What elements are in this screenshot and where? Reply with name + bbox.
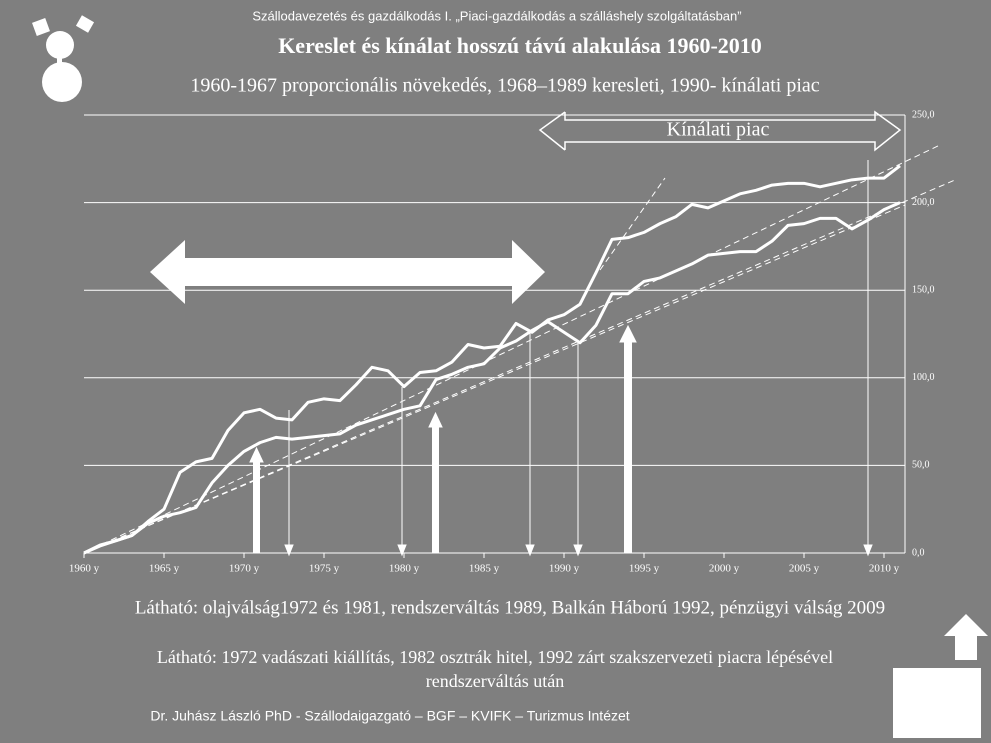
y-tick-label: 50,0 xyxy=(912,460,930,471)
nav-box[interactable] xyxy=(893,668,981,738)
series-line xyxy=(83,201,901,555)
x-tick-label: 2000 y xyxy=(709,563,740,575)
note: Látható: olajválság1972 és 1981, rendsze… xyxy=(135,597,885,618)
y-tick-label: 0,0 xyxy=(912,547,925,558)
x-tick-label: 2005 y xyxy=(789,563,820,575)
plot: 0,0 50,0 100,0 150,0 200,0 250,0 1960 y 1965 y 1… xyxy=(69,109,935,574)
chart-title: Kereslet és kínálat hosszú távú alakulás… xyxy=(278,33,762,58)
market-bracket xyxy=(538,110,902,152)
y-tick-label: 250,0 xyxy=(912,109,935,120)
x-tick-label: 1985 y xyxy=(469,563,500,575)
logo xyxy=(32,15,95,102)
note: Látható: 1972 vadászati kiállítás, 1982 … xyxy=(157,647,833,667)
x-tick-label: 1995 y xyxy=(629,563,660,575)
series-line xyxy=(83,164,901,555)
nav-arrow[interactable] xyxy=(944,614,988,660)
trend-lines xyxy=(83,144,956,554)
x-tick-label: 1965 y xyxy=(149,563,180,575)
y-tick-label: 150,0 xyxy=(912,284,935,295)
x-tick-label: 2010 y xyxy=(869,563,900,575)
header: Szállodavezetés és gazdálkodás I. „Piaci… xyxy=(252,8,741,23)
x-tick-label: 1990 y xyxy=(549,563,580,575)
annotation: Kínálati piac xyxy=(667,119,770,141)
y-tick-label: 100,0 xyxy=(912,372,935,383)
event-arrows xyxy=(249,160,873,557)
x-tick-label: 1960 y xyxy=(69,563,100,575)
x-tick-label: 1970 y xyxy=(229,563,260,575)
footer: Dr. Juhász László PhD - Szállodaigazgató… xyxy=(150,708,629,724)
chart-subtitle: 1960-1967 proporcionális növekedés, 1968… xyxy=(190,75,819,97)
double-arrow xyxy=(150,240,545,304)
y-tick-label: 200,0 xyxy=(912,197,935,208)
note: rendszerváltás után xyxy=(426,671,564,691)
x-tick-label: 1980 y xyxy=(389,563,420,575)
x-tick-label: 1975 y xyxy=(309,563,340,575)
